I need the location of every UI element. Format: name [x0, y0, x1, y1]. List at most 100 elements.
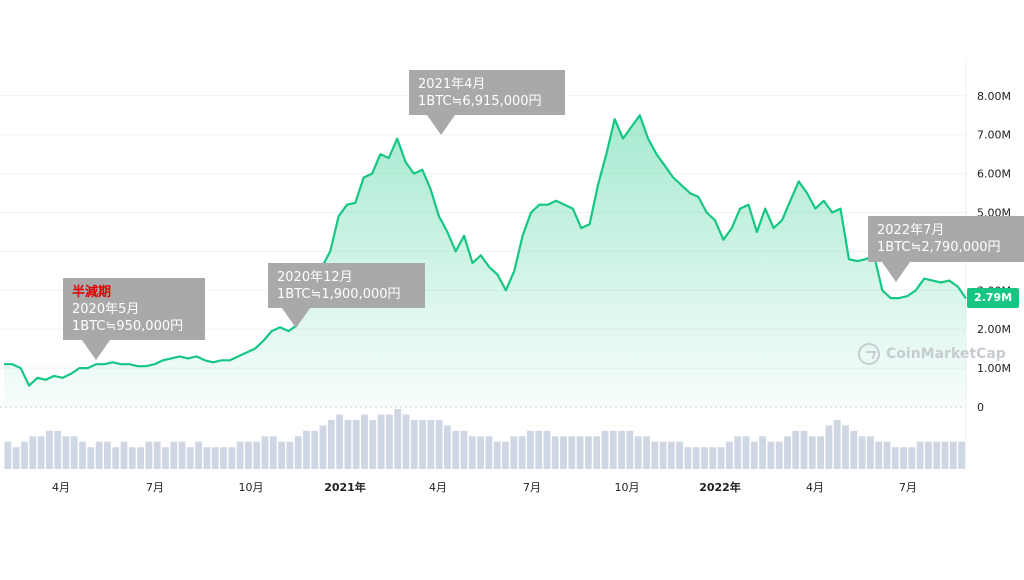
volume-bar: [427, 419, 435, 469]
x-tick-label: 7月: [523, 481, 541, 494]
volume-bar: [410, 419, 418, 469]
volume-bar: [891, 447, 899, 469]
annotation-pointer: [282, 308, 310, 328]
current-price-badge: 2.79M: [967, 288, 1019, 308]
annotation-callout: 2020年12月 1BTC≒1,900,000円: [268, 263, 425, 308]
volume-bar: [692, 447, 700, 469]
x-tick-label: 10月: [239, 481, 264, 494]
volume-bar: [701, 447, 708, 469]
watermark: CoinMarketCap: [858, 343, 1006, 365]
volume-bar: [875, 441, 883, 469]
annotation-pointer: [427, 115, 455, 135]
x-tick-label: 4月: [806, 481, 824, 494]
volume-bar: [618, 430, 625, 469]
volume-bar: [651, 441, 659, 469]
volume-bar: [120, 441, 128, 469]
volume-bar: [402, 414, 410, 469]
volume-bar: [79, 441, 86, 469]
volume-bar: [228, 447, 236, 469]
volume-bar: [145, 441, 153, 469]
volume-bar: [634, 436, 642, 469]
volume-bar: [527, 430, 534, 469]
annotation-pointer: [882, 262, 910, 282]
volume-bar: [792, 430, 800, 469]
y-tick-label: 8.00M: [977, 90, 1011, 103]
volume-bar: [842, 425, 849, 469]
volume-bar: [104, 441, 111, 469]
volume-bar: [236, 441, 244, 469]
volume-bar: [867, 436, 874, 469]
annotation-text: 2021年4月: [418, 77, 486, 92]
volume-bar: [70, 436, 78, 469]
volume-bar: [245, 441, 252, 469]
volume-bar: [551, 436, 559, 469]
y-tick-label: 6.00M: [977, 168, 1011, 181]
volume-bar: [303, 430, 310, 469]
volume-bar: [37, 436, 45, 469]
y-tick-label: 1.00M: [977, 362, 1011, 375]
volume-bar: [419, 419, 426, 469]
volume-bar: [137, 447, 144, 469]
annotation-text: 2020年12月: [277, 270, 353, 285]
volume-bar: [800, 430, 808, 469]
volume-bar: [394, 409, 402, 469]
volume-bar: [195, 441, 202, 469]
volume-bar: [278, 441, 285, 469]
volume-bar: [162, 447, 169, 469]
volume-bar: [95, 441, 103, 469]
annotation-text: 1BTC≒6,915,000円: [418, 94, 542, 109]
volume-bar: [435, 419, 443, 469]
volume-bar: [543, 430, 551, 469]
volume-bar: [560, 436, 567, 469]
volume-bar: [220, 447, 227, 469]
annotation-callout: 2021年4月 1BTC≒6,915,000円: [409, 70, 565, 115]
annotation-callout: 半減期 2020年5月 1BTC≒950,000円: [63, 278, 205, 340]
volume-bar: [460, 430, 468, 469]
volume-bar: [369, 419, 377, 469]
volume-bar: [742, 436, 750, 469]
volume-bar: [336, 414, 343, 469]
volume-bar: [659, 441, 667, 469]
volume-bar: [684, 447, 692, 469]
annotation-callout: 2022年7月 1BTC≒2,790,000円: [868, 216, 1024, 262]
x-tick-label: 2021年: [324, 480, 366, 494]
volume-bar: [643, 436, 650, 469]
volume-bar: [211, 447, 219, 469]
volume-bar: [327, 419, 335, 469]
volume-bar: [62, 436, 70, 469]
volume-bar: [452, 430, 460, 469]
volume-bar: [775, 441, 783, 469]
volume-bar: [4, 441, 12, 469]
annotation-text: 半減期: [72, 285, 112, 300]
volume-bar: [294, 436, 302, 469]
x-tick-label: 7月: [899, 481, 917, 494]
volume-bar: [344, 419, 352, 469]
volume-bar: [468, 436, 476, 469]
volume-bar: [502, 441, 509, 469]
volume-bar: [709, 447, 717, 469]
annotation-text: 1BTC≒1,900,000円: [277, 287, 401, 302]
volume-bar: [808, 436, 816, 469]
y-tick-label: 0: [977, 401, 984, 414]
volume-bar: [767, 441, 775, 469]
volume-bar: [925, 441, 932, 469]
y-tick-label: 7.00M: [977, 129, 1011, 142]
annotation-text: 2020年5月: [72, 302, 140, 317]
annotation-text: 1BTC≒2,790,000円: [877, 240, 1001, 255]
volume-bar: [734, 436, 742, 469]
volume-bar: [46, 430, 53, 469]
volume-bar: [153, 441, 161, 469]
volume-bar: [858, 436, 866, 469]
volume-bar: [900, 447, 907, 469]
volume-bar: [941, 441, 949, 469]
volume-bar: [949, 441, 957, 469]
annotation-pointer: [82, 340, 110, 360]
volume-bar: [726, 441, 733, 469]
volume-bar: [518, 436, 526, 469]
volume-bar: [850, 430, 858, 469]
volume-bar: [477, 436, 484, 469]
volume-bar: [916, 441, 924, 469]
volume-bar: [833, 419, 841, 469]
volume-bar: [593, 436, 601, 469]
volume-bar: [609, 430, 617, 469]
